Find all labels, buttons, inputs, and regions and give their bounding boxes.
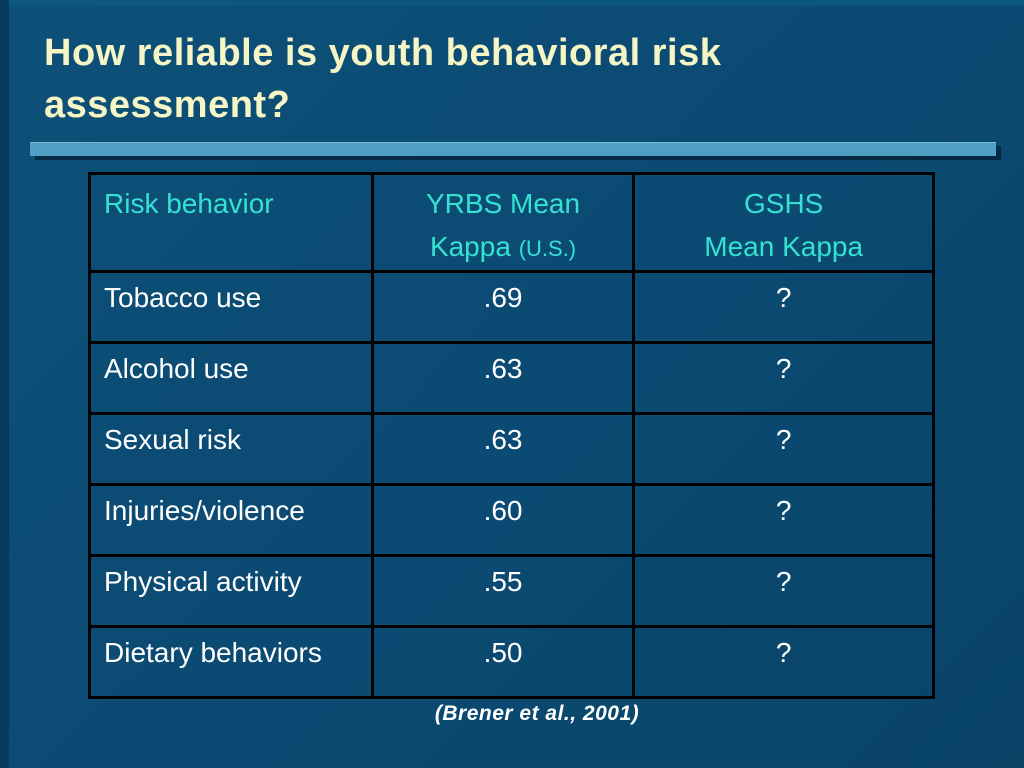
- cell-gshs-kappa: ?: [632, 411, 935, 486]
- cell-gshs-kappa: ?: [632, 340, 935, 415]
- table-row: Tobacco use .69 ?: [88, 269, 935, 344]
- column-header-label: Risk behavior: [104, 188, 274, 219]
- cell-behavior: Alcohol use: [88, 340, 374, 415]
- cell-behavior: Sexual risk: [88, 411, 374, 486]
- table-header-row: Risk behavior YRBS Mean Kappa (U.S.) GSH…: [88, 172, 935, 273]
- slide-top-edge: [0, 0, 1024, 6]
- cell-yrbs-kappa: .63: [370, 340, 636, 415]
- cell-yrbs-kappa: .50: [370, 624, 636, 699]
- cell-behavior: Physical activity: [88, 553, 374, 628]
- column-header-label: GSHS: [744, 188, 824, 219]
- cell-behavior: Dietary behaviors: [88, 624, 374, 699]
- cell-yrbs-kappa: .60: [370, 482, 636, 557]
- reliability-table: Risk behavior YRBS Mean Kappa (U.S.) GSH…: [88, 172, 935, 699]
- cell-behavior: Injuries/violence: [88, 482, 374, 557]
- table-row: Injuries/violence .60 ?: [88, 482, 935, 557]
- page-title: How reliable is youth behavioral risk as…: [44, 32, 722, 126]
- cell-gshs-kappa: ?: [632, 482, 935, 557]
- column-header-unit: (U.S.): [518, 236, 577, 262]
- table-row: Physical activity .55 ?: [88, 553, 935, 628]
- cell-behavior: Tobacco use: [88, 269, 374, 344]
- title-divider-bar: [30, 142, 996, 156]
- cell-gshs-kappa: ?: [632, 553, 935, 628]
- cell-gshs-kappa: ?: [632, 624, 935, 699]
- cell-yrbs-kappa: .55: [370, 553, 636, 628]
- column-header-risk-behavior: Risk behavior: [88, 172, 374, 273]
- table-row: Alcohol use .63 ?: [88, 340, 935, 415]
- cell-yrbs-kappa: .63: [370, 411, 636, 486]
- column-header-label: Kappa: [429, 231, 511, 263]
- column-header-yrbs-mean-kappa: YRBS Mean Kappa (U.S.): [370, 172, 636, 273]
- column-header-label: Mean Kappa: [704, 231, 864, 263]
- cell-yrbs-kappa: .69: [370, 269, 636, 344]
- slide-left-edge: [0, 0, 9, 768]
- citation-text: (Brener et al., 2001): [434, 702, 640, 725]
- cell-gshs-kappa: ?: [632, 269, 935, 344]
- column-header-gshs-mean-kappa: GSHS Mean Kappa: [632, 172, 935, 273]
- table-row: Dietary behaviors .50 ?: [88, 624, 935, 699]
- column-header-label: YRBS Mean: [426, 188, 581, 219]
- table-row: Sexual risk .63 ?: [88, 411, 935, 486]
